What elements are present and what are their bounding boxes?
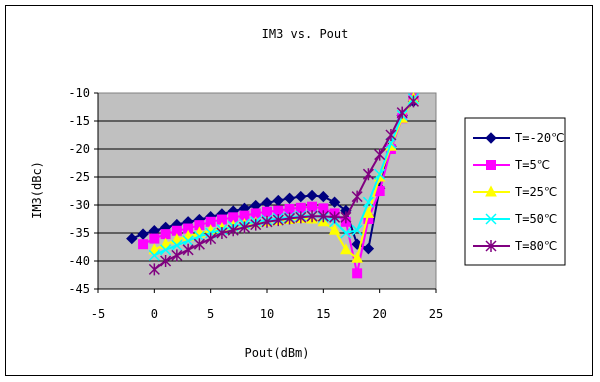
data-point xyxy=(193,238,205,251)
data-point xyxy=(374,168,386,180)
legend: T=-20℃ T=5℃ T=25℃ T=50℃ T=80℃ xyxy=(464,117,566,266)
x-tick-label: 10 xyxy=(260,307,274,321)
legend-marker xyxy=(485,240,497,252)
series-line xyxy=(153,98,415,257)
y-tick-label: -20 xyxy=(68,142,90,156)
legend-marker xyxy=(485,132,497,144)
data-point xyxy=(317,210,329,223)
legend-entry: T=80℃ xyxy=(473,239,557,253)
data-point xyxy=(137,228,149,240)
legend-entry: T=25℃ xyxy=(473,185,557,199)
data-point xyxy=(138,239,149,250)
data-point xyxy=(182,243,194,256)
series-5 xyxy=(148,95,419,276)
data-point xyxy=(374,148,386,161)
y-tick-label: -40 xyxy=(68,254,90,268)
x-tick-label: 0 xyxy=(151,307,158,321)
x-tick-label: -5 xyxy=(91,307,105,321)
plot-area: -10 -15 -20 -25 -30 -35 -40 -45-5 0 5 10 15 20 25 xyxy=(68,86,443,321)
data-point xyxy=(148,243,161,255)
data-point xyxy=(396,106,408,119)
data-point xyxy=(340,243,352,255)
data-point xyxy=(261,215,273,228)
data-point xyxy=(317,190,330,203)
data-point xyxy=(216,227,228,239)
data-point xyxy=(362,206,375,218)
data-point xyxy=(306,210,318,223)
data-point xyxy=(284,203,295,214)
data-point xyxy=(362,242,375,255)
legend-label: T=80℃ xyxy=(515,239,557,253)
data-point xyxy=(227,224,239,237)
x-tick-label: 25 xyxy=(429,307,443,321)
data-point xyxy=(352,268,363,279)
data-point xyxy=(193,230,205,242)
plot-background xyxy=(97,92,437,290)
data-point xyxy=(340,211,352,224)
legend-marker xyxy=(485,213,497,225)
data-point xyxy=(182,235,194,247)
data-point xyxy=(328,223,341,235)
data-point xyxy=(171,233,183,245)
data-point xyxy=(160,255,172,267)
data-point xyxy=(284,212,296,225)
x-axis-label: Pout(dBm) xyxy=(244,346,309,360)
data-point xyxy=(148,263,160,276)
data-point xyxy=(148,249,160,261)
data-point xyxy=(295,190,307,203)
y-tick-label: -35 xyxy=(68,226,90,240)
series-2 xyxy=(138,93,419,279)
legend-entry: T=5℃ xyxy=(473,158,550,172)
legend-label: T=-20℃ xyxy=(515,131,565,145)
data-point xyxy=(295,211,307,224)
y-tick-label: -10 xyxy=(68,86,90,100)
data-point xyxy=(351,190,363,203)
data-point xyxy=(328,196,341,208)
data-point xyxy=(329,211,341,224)
x-tick-label: 20 xyxy=(372,307,386,321)
y-tick-label: -25 xyxy=(68,170,90,184)
data-point xyxy=(295,202,306,213)
data-point xyxy=(340,227,352,239)
data-point xyxy=(273,205,284,216)
legend-label: T=25℃ xyxy=(515,185,557,199)
y-axis-label: IM3(dBc) xyxy=(30,161,44,219)
data-point xyxy=(362,196,374,208)
data-point xyxy=(307,201,318,212)
legend-label: T=5℃ xyxy=(515,158,550,172)
data-point xyxy=(351,251,363,263)
data-point xyxy=(126,232,138,245)
legend-entry: T=-20℃ xyxy=(473,131,565,145)
data-point xyxy=(238,221,250,234)
data-point xyxy=(160,244,172,256)
y-tick-label: -45 xyxy=(68,282,90,296)
y-tick-label: -30 xyxy=(68,198,90,212)
legend-marker xyxy=(486,160,496,170)
data-point xyxy=(272,194,284,207)
data-point xyxy=(160,229,171,240)
data-point xyxy=(149,233,160,244)
chart-title: IM3 vs. Pout xyxy=(262,27,349,41)
data-point xyxy=(385,129,397,141)
legend-label: T=50℃ xyxy=(515,212,557,226)
data-point xyxy=(351,224,363,236)
data-point xyxy=(362,168,374,181)
legend-entry: T=50℃ xyxy=(473,212,557,226)
data-point xyxy=(283,192,296,204)
data-point xyxy=(306,189,318,202)
y-tick-label: -15 xyxy=(68,114,90,128)
x-tick-label: 5 xyxy=(207,307,214,321)
data-point xyxy=(159,237,172,249)
legend-marker xyxy=(485,185,497,197)
x-tick-label: 15 xyxy=(316,307,330,321)
data-point xyxy=(250,218,262,231)
data-point xyxy=(407,95,419,108)
data-point xyxy=(262,206,272,217)
data-point xyxy=(171,239,183,251)
data-point xyxy=(272,214,284,227)
data-point xyxy=(205,232,217,245)
data-point xyxy=(171,249,183,262)
